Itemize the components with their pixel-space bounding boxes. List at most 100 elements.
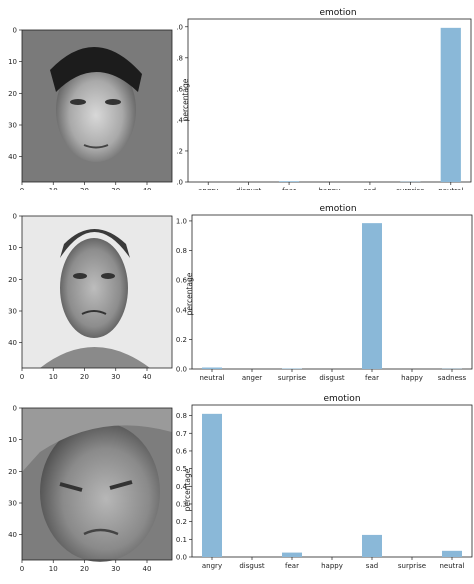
hair-shape [50,46,142,92]
x-tick-label-fear: fear [365,374,379,382]
x-tick-label-surprise: surprise [278,374,306,382]
x-tick-label-disgust: disgust [239,562,265,570]
y-axis-label: percentage [183,468,192,511]
chart-title: emotion [319,8,356,18]
y-tick-label: 10 [8,58,17,66]
y-axis-label: percentage [185,272,194,315]
x-tick-label-sadness: sadness [438,374,467,382]
x-tick-label-neutral: neutral [438,187,463,190]
x-tick-label-surprise: surprise [396,187,424,190]
face-image-panel-1: 0 10 20 30 40 0 10 20 30 40 [0,0,176,190]
x-tick-label: 40 [143,187,152,190]
x-tick-label-surprise: surprise [398,562,426,570]
y-tick-label: 0.0 [176,366,187,374]
y-tick-label: 10 [8,244,17,252]
chart-title: emotion [319,204,356,214]
shoulders-shape [40,347,150,368]
y-tick-label: 0.0 [176,554,187,562]
x-tick-label-angry: angry [202,562,222,570]
face-image [56,58,136,162]
x-tick-label: 40 [143,565,152,573]
emotion-chart-2-svg: emotion percentage 0.0 0.2 0.4 0.6 0.8 1.0 neu… [176,204,473,382]
y-tick-label: 1.0 [176,23,183,31]
y-tick-label: 0 [13,213,17,221]
face-image-plot-3: 0 10 20 30 40 0 10 20 30 40 [8,405,173,573]
x-tick-label-happy: happy [321,562,343,570]
y-tick-label: 0.4 [176,116,184,124]
y-tick-label: 1.0 [176,217,187,225]
axes-frame [191,214,473,370]
hair-shape [22,408,172,472]
y-tick-label: 0.0 [176,179,183,187]
x-tick-label-angry: angry [198,187,218,190]
x-tick-label-happy: happy [319,187,341,190]
y-tick-label: 20 [8,276,17,284]
plot-area: 0.0 0.1 0.2 0.3 0.4 0.5 0.6 0.7 0.8 angry disgust f… [176,404,473,570]
y-tick-label: 40 [8,339,17,347]
y-tick-label: 30 [8,308,17,316]
x-tick-label-fear: fear [285,562,299,570]
y-tick-label: 0.6 [176,277,188,285]
y-tick-label: 0 [13,27,17,35]
y-tick-label: 0.2 [176,336,187,344]
y-tick-label: 20 [8,90,17,98]
y-tick-label: 0.7 [176,430,187,438]
y-tick-label: 0.6 [176,447,188,455]
emotion-chart-2: emotion percentage 0.0 0.2 0.4 0.6 0.8 1.0 neu… [176,196,474,386]
face-image-plot-1: 0 10 20 30 40 0 10 20 30 40 [8,27,173,190]
plot-area: 0.0 0.2 0.4 0.6 0.8 1.0 angry disgust fear happy s… [176,18,472,190]
bar-neutral [202,367,222,369]
x-tick-label: 10 [49,373,58,381]
y-tick-label: 30 [8,500,17,508]
y-tick-label: 0.6 [176,85,184,93]
bar-fear [362,223,382,369]
x-tick-label: 10 [49,565,58,573]
x-tick-label: 0 [20,373,24,381]
y-tick-label: 40 [8,531,17,539]
y-tick-label: 0.8 [176,54,183,62]
x-tick-label: 40 [143,373,152,381]
bar-fear [282,552,302,557]
y-tick-label: 0.2 [176,147,183,155]
bar-fear [278,181,300,182]
y-tick-label: 0.8 [176,412,187,420]
face-image [40,422,160,562]
face-image-plot-2: 0 10 20 30 40 0 10 20 30 40 [8,213,173,381]
bar-angry [202,413,222,557]
y-tick-label: 0.4 [176,483,188,491]
x-tick-label: 20 [80,187,89,190]
x-tick-label: 0 [20,187,24,190]
axes-frame [191,404,473,558]
bar-sad [362,534,382,557]
y-tick-label: 0 [13,405,17,413]
face-image-panel-3: 0 10 20 30 40 0 10 20 30 40 [0,392,176,582]
y-tick-label: 0.1 [176,536,187,544]
y-tick-label: 0.3 [176,500,187,508]
y-tick-label: 0.2 [176,518,187,526]
y-tick-label: 0.5 [176,465,187,473]
emotion-chart-1-svg: emotion percentage 0.0 0.2 0.4 0.6 0.8 1.0 ang… [176,8,472,190]
face-image-panel-2: 0 10 20 30 40 0 10 20 30 40 [0,196,176,386]
x-tick-label: 20 [80,565,89,573]
emotion-chart-1: emotion percentage 0.0 0.2 0.4 0.6 0.8 1.0 ang… [176,0,474,190]
y-axis-label: percentage [181,78,190,121]
chart-title: emotion [323,394,360,404]
y-tick-label: 0.4 [176,306,188,314]
plot-area: 0.0 0.2 0.4 0.6 0.8 1.0 neutral anger surprise di… [176,214,473,382]
axes-frame [187,18,472,183]
x-tick-label-happy: happy [401,374,423,382]
x-tick-label: 30 [111,565,120,573]
y-tick-label: 0.8 [176,247,187,255]
x-tick-label-disgust: disgust [319,374,345,382]
y-tick-label: 10 [8,436,17,444]
y-tick-label: 20 [8,468,17,476]
x-tick-label-anger: anger [242,374,262,382]
x-tick-label-neutral: neutral [199,374,224,382]
bar-neutral [442,550,462,557]
face-image [60,238,128,338]
y-tick-label: 30 [8,122,17,130]
x-tick-label-neutral: neutral [439,562,464,570]
x-tick-label: 30 [111,373,120,381]
x-tick-label-disgust: disgust [236,187,262,190]
x-tick-label-fear: fear [282,187,296,190]
